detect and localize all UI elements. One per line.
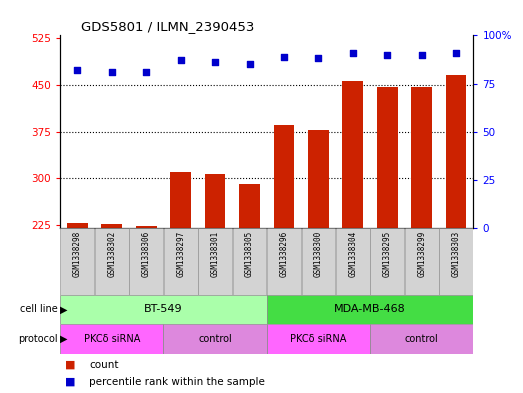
Text: ■: ■ [65,360,76,370]
Bar [239,184,260,365]
Bar [205,174,225,365]
FancyBboxPatch shape [163,324,267,354]
Text: count: count [89,360,118,370]
Text: GSM1338295: GSM1338295 [383,231,392,277]
FancyBboxPatch shape [198,228,232,295]
Text: GSM1338305: GSM1338305 [245,231,254,277]
FancyBboxPatch shape [61,228,94,295]
Text: GSM1338296: GSM1338296 [279,231,289,277]
Text: PKCδ siRNA: PKCδ siRNA [290,334,347,344]
Point [245,61,254,67]
Bar [377,87,397,365]
Point [417,51,426,58]
FancyBboxPatch shape [370,228,404,295]
Text: ▶: ▶ [60,334,67,344]
Point [211,59,219,66]
Text: GSM1338302: GSM1338302 [107,231,116,277]
Text: GSM1338304: GSM1338304 [348,231,357,277]
Text: GSM1338303: GSM1338303 [451,231,461,277]
Point [383,51,391,58]
FancyBboxPatch shape [405,228,439,295]
FancyBboxPatch shape [60,324,163,354]
FancyBboxPatch shape [439,228,473,295]
Text: protocol: protocol [18,334,58,344]
Text: cell line: cell line [20,305,58,314]
Text: GDS5801 / ILMN_2390453: GDS5801 / ILMN_2390453 [81,20,254,33]
Text: control: control [405,334,439,344]
Bar [101,224,122,365]
Point [142,69,151,75]
Text: GSM1338300: GSM1338300 [314,231,323,277]
FancyBboxPatch shape [129,228,163,295]
Bar [446,75,467,365]
Point [108,69,116,75]
Bar [343,81,363,365]
Point [280,53,288,60]
FancyBboxPatch shape [267,295,473,324]
Text: percentile rank within the sample: percentile rank within the sample [89,377,265,387]
FancyBboxPatch shape [301,228,335,295]
Point [176,57,185,64]
Point [349,50,357,56]
Point [314,55,323,62]
Text: ▶: ▶ [60,305,67,314]
FancyBboxPatch shape [60,295,267,324]
Text: PKCδ siRNA: PKCδ siRNA [84,334,140,344]
FancyBboxPatch shape [164,228,198,295]
Point [73,67,82,73]
Point [452,50,460,56]
Bar [274,125,294,365]
Text: GSM1338301: GSM1338301 [211,231,220,277]
Text: ■: ■ [65,377,76,387]
Text: MDA-MB-468: MDA-MB-468 [334,305,406,314]
Text: control: control [198,334,232,344]
FancyBboxPatch shape [336,228,370,295]
Text: GSM1338299: GSM1338299 [417,231,426,277]
FancyBboxPatch shape [267,324,370,354]
FancyBboxPatch shape [267,228,301,295]
Bar [67,223,88,365]
Bar [136,226,156,365]
Text: BT-549: BT-549 [144,305,183,314]
Bar [170,172,191,365]
FancyBboxPatch shape [95,228,129,295]
FancyBboxPatch shape [370,324,473,354]
Text: GSM1338297: GSM1338297 [176,231,185,277]
Text: GSM1338306: GSM1338306 [142,231,151,277]
Bar [308,130,329,365]
Text: GSM1338298: GSM1338298 [73,231,82,277]
Bar [411,87,432,365]
FancyBboxPatch shape [233,228,266,295]
